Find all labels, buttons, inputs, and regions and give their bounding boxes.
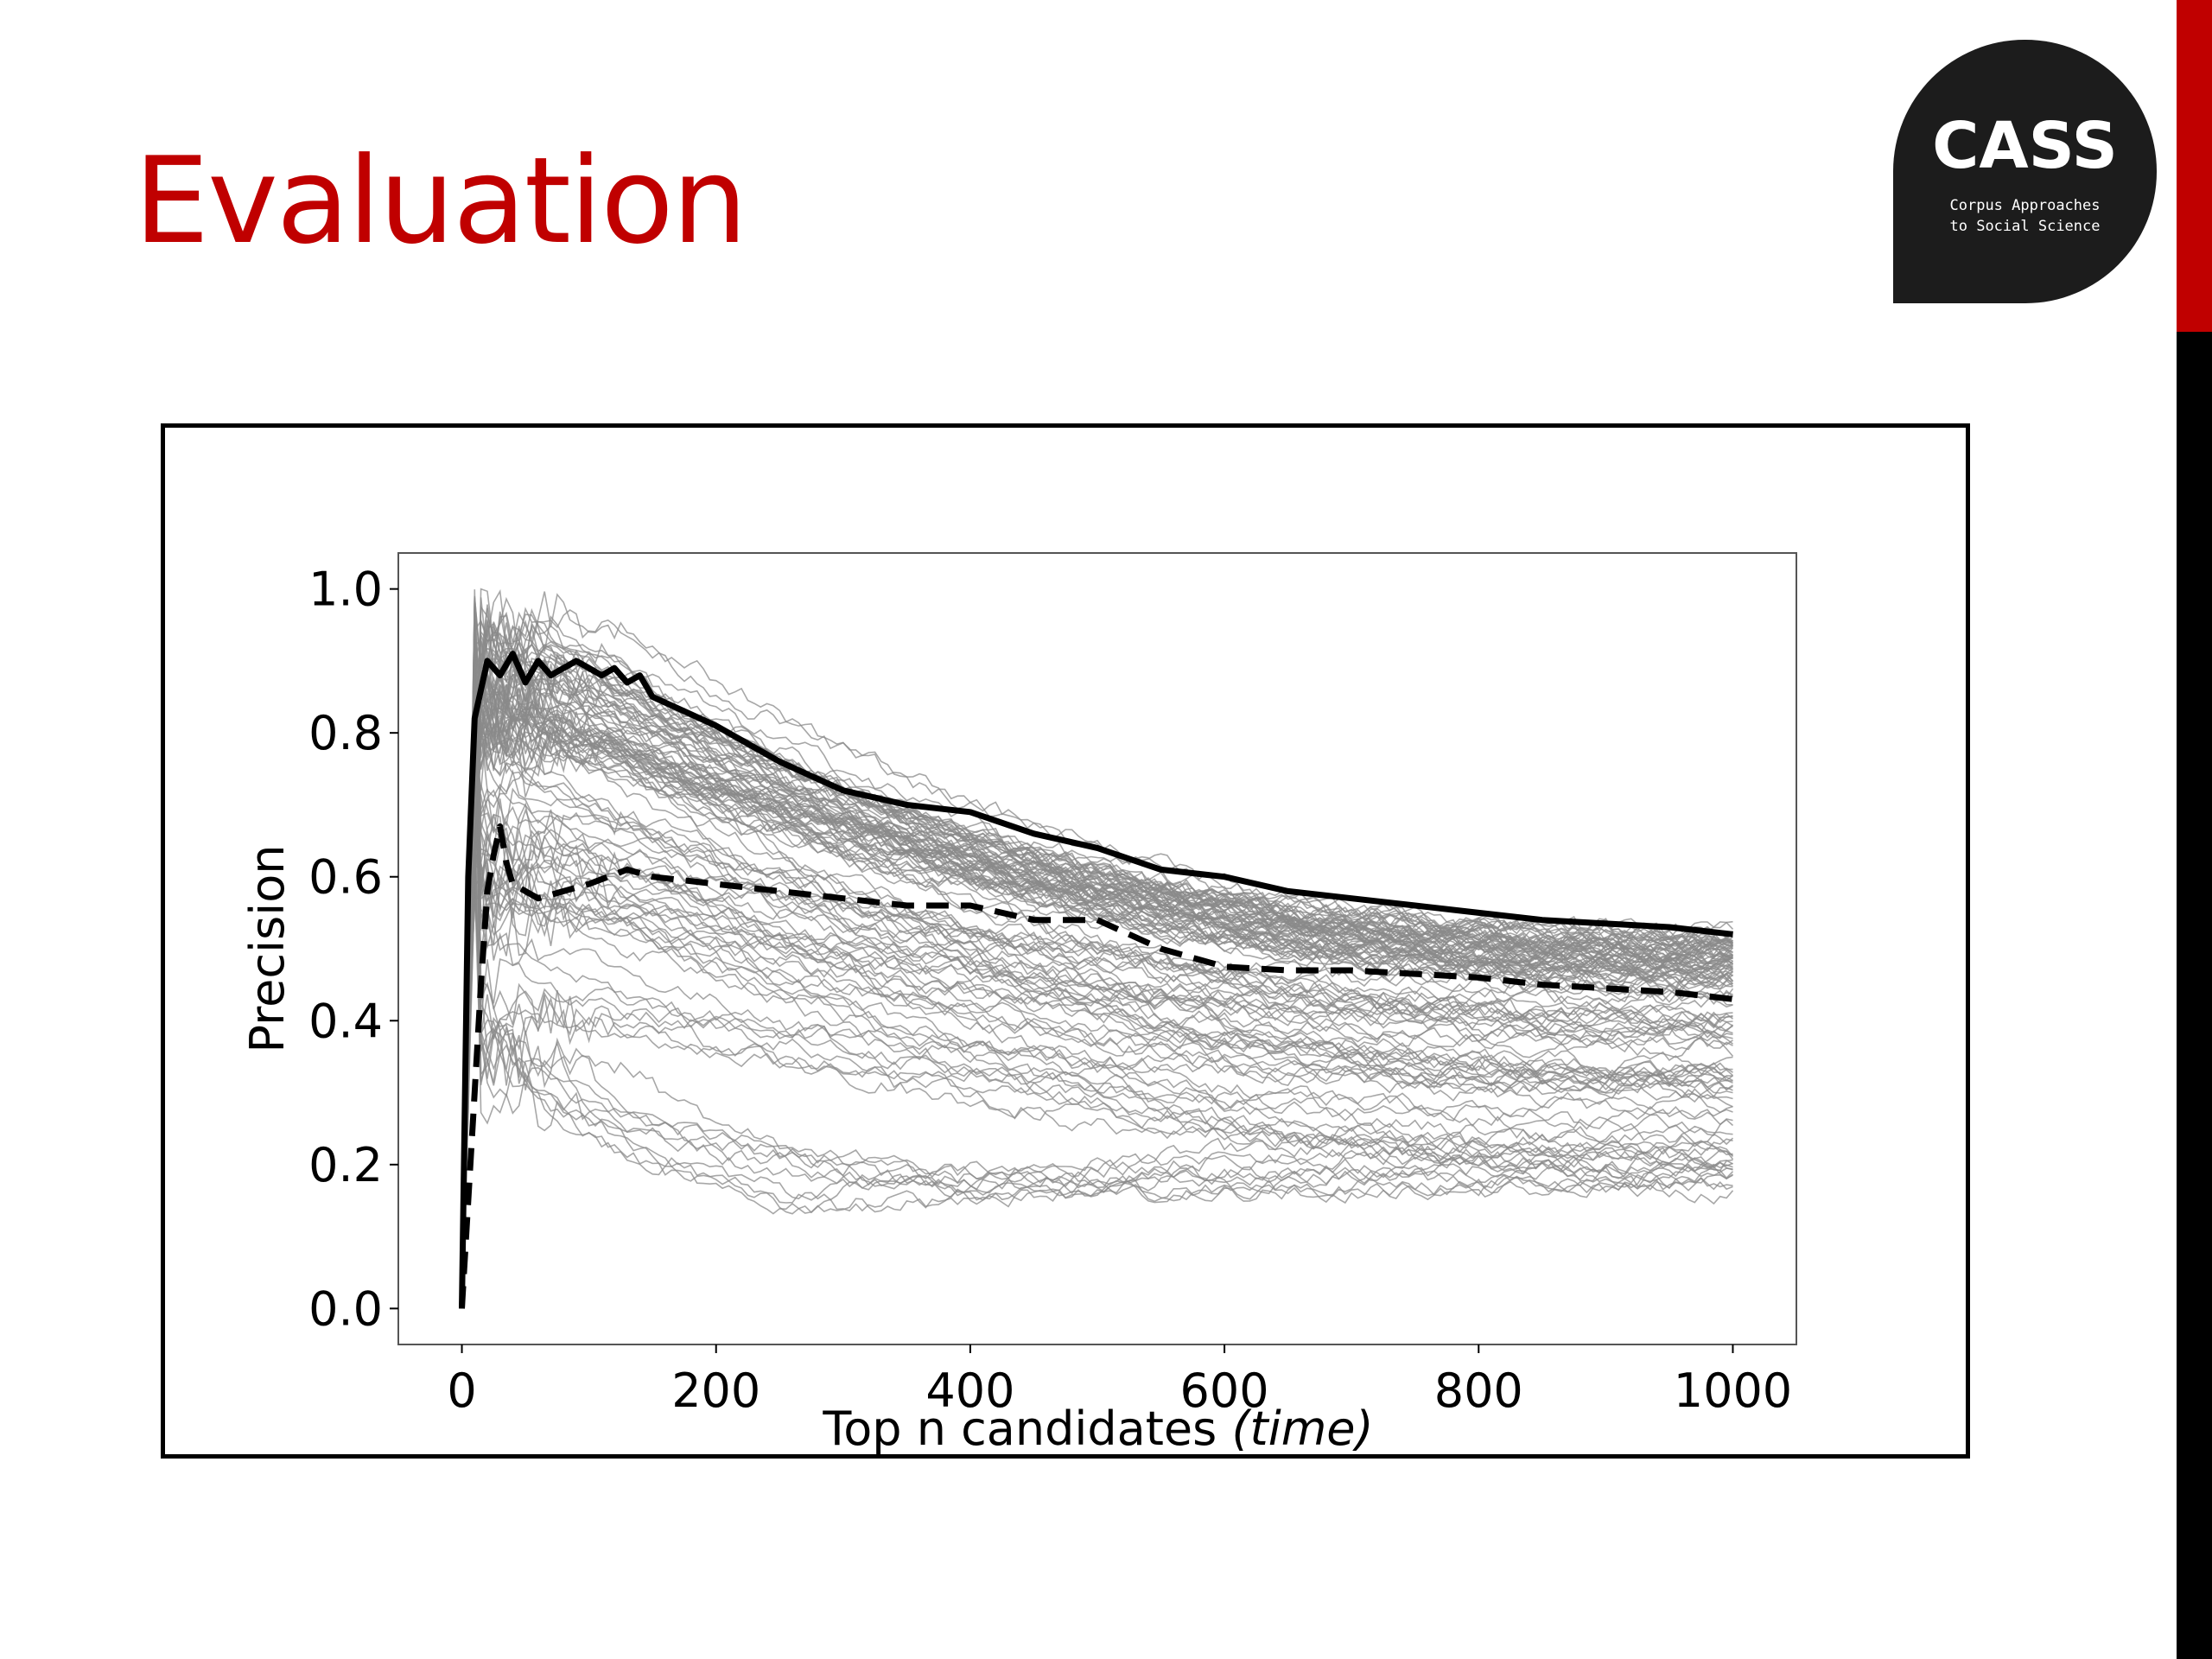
ensemble-line <box>461 652 1733 1309</box>
y-tick-label: 0.4 <box>308 994 383 1048</box>
ensemble-line <box>461 782 1733 1309</box>
logo-name: CASS <box>1932 109 2118 183</box>
ensemble-line <box>461 716 1734 1305</box>
ensemble-line <box>461 694 1733 1309</box>
plot-area-frame <box>397 552 1797 1345</box>
ensemble-line <box>461 713 1733 1305</box>
edge-bar-red <box>2177 0 2212 332</box>
ensemble-line <box>461 639 1734 1305</box>
ensemble-line <box>461 684 1734 1306</box>
x-tick-label: 400 <box>925 1363 1014 1418</box>
x-tick-label: 600 <box>1180 1363 1269 1418</box>
ensemble-line <box>461 588 1733 1306</box>
ensemble-line <box>461 733 1733 1309</box>
ensemble-lines <box>461 588 1734 1309</box>
ensemble-line <box>461 778 1733 1309</box>
ensemble-line <box>461 600 1733 1308</box>
ensemble-line <box>461 641 1733 1309</box>
slide-title: Evaluation <box>134 131 747 270</box>
ensemble-line <box>461 817 1733 1309</box>
ensemble-line <box>461 611 1734 1309</box>
ensemble-line <box>461 726 1733 1309</box>
ensemble-line <box>461 785 1733 1309</box>
ensemble-line <box>461 639 1733 1303</box>
ensemble-line <box>461 673 1734 1304</box>
y-axis-label: Precision <box>240 845 295 1053</box>
ensemble-line <box>461 709 1733 1309</box>
ensemble-line <box>461 882 1733 1309</box>
ensemble-line <box>461 882 1733 1309</box>
ensemble-line <box>461 859 1733 1309</box>
logo-badge <box>1893 40 2157 303</box>
x-axis-ticks: 0 200 400 600 800 1000 <box>447 1344 1792 1418</box>
cass-logo: CASS Corpus Approaches to Social Science <box>1893 40 2157 303</box>
x-axis-label-italic: (time) <box>1231 1402 1373 1454</box>
ensemble-line <box>461 673 1734 1309</box>
ensemble-line <box>461 699 1733 1309</box>
ensemble-line <box>461 878 1734 1305</box>
y-tick-label: 0.8 <box>308 706 383 760</box>
ensemble-line <box>461 665 1733 1309</box>
ensemble-line <box>461 728 1733 1307</box>
x-tick-label: 1000 <box>1674 1363 1792 1418</box>
ensemble-line <box>461 607 1733 1306</box>
ensemble-line <box>461 763 1733 1309</box>
x-axis-label-main: Top n candidates <box>822 1402 1217 1454</box>
ensemble-line <box>461 748 1733 1307</box>
x-axis-label: Top n candidates (time) <box>822 1402 1373 1454</box>
x-tick-label: 800 <box>1434 1363 1523 1418</box>
ensemble-line <box>461 690 1733 1306</box>
ensemble-line <box>461 675 1733 1309</box>
ensemble-line <box>461 660 1733 1309</box>
y-tick-label: 1.0 <box>308 563 383 617</box>
series-line-dashed <box>459 823 1733 1309</box>
ensemble-line <box>461 603 1733 1309</box>
ensemble-line <box>461 698 1733 1309</box>
ensemble-line <box>461 726 1733 1309</box>
figure-frame: 0 200 400 600 800 1000 0.0 0.2 0.4 0.6 0.8 1.0 Top… <box>161 423 1970 1459</box>
x-tick-label: 200 <box>671 1363 760 1418</box>
y-tick-label: 0.2 <box>308 1138 383 1192</box>
ensemble-line <box>461 693 1734 1305</box>
ensemble-line <box>461 873 1733 1305</box>
ensemble-line <box>461 644 1733 1307</box>
ensemble-line <box>461 859 1733 1302</box>
x-tick-label: 0 <box>447 1363 476 1418</box>
y-tick-label: 0.0 <box>308 1281 383 1336</box>
ensemble-line <box>461 787 1733 1309</box>
ensemble-line <box>461 842 1733 1304</box>
ensemble-line <box>461 843 1733 1308</box>
y-axis-ticks: 0.0 0.2 0.4 0.6 0.8 1.0 <box>308 563 398 1336</box>
ensemble-line <box>461 676 1733 1309</box>
ensemble-line <box>461 746 1734 1309</box>
ensemble-line <box>461 798 1733 1309</box>
y-tick-label: 0.6 <box>308 850 383 905</box>
ensemble-line <box>461 678 1733 1308</box>
ensemble-line <box>461 807 1734 1303</box>
edge-bar-black <box>2177 332 2212 1659</box>
ensemble-line <box>461 711 1733 1308</box>
ensemble-line <box>461 675 1733 1308</box>
ensemble-line <box>461 701 1733 1309</box>
ensemble-line <box>461 627 1734 1309</box>
ensemble-line <box>461 658 1733 1302</box>
series-line-solid <box>459 651 1733 1309</box>
ensemble-line <box>461 725 1733 1306</box>
ensemble-line <box>461 801 1734 1309</box>
precision-chart: 0 200 400 600 800 1000 0.0 0.2 0.4 0.6 0.8 1.0 Top… <box>240 552 1797 1454</box>
highlight-lines <box>459 651 1733 1309</box>
ensemble-line <box>461 804 1733 1308</box>
ensemble-line <box>461 638 1733 1304</box>
logo-tagline-2: to Social Science <box>1949 218 2101 235</box>
logo-tagline-1: Corpus Approaches <box>1949 197 2101 214</box>
